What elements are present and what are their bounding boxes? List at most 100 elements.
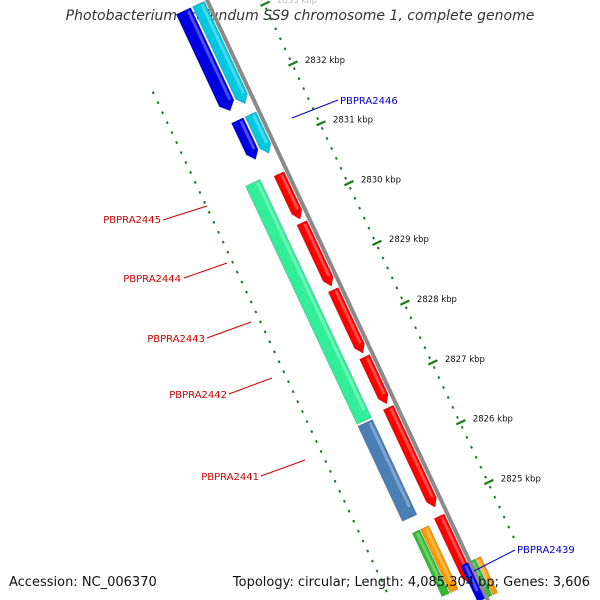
gene-label: PBPRA2445: [103, 215, 161, 226]
tick-dot: [344, 176, 348, 180]
tick-dot: [278, 37, 282, 41]
major-tick: [316, 120, 327, 127]
tick-dot: [306, 97, 310, 101]
gene-feature-forward_red: [273, 171, 303, 220]
tick-label: 2828 kbp: [417, 295, 457, 305]
gene-feature-highlight: [471, 561, 487, 589]
tick-dot-inner: [314, 439, 318, 444]
tick-dot: [414, 326, 418, 330]
tick-dot-inner: [282, 370, 286, 374]
tick-dot-inner: [319, 449, 323, 454]
tick-dot: [376, 246, 380, 250]
tick-dot-inner: [310, 429, 314, 434]
gene-feature-forward_red: [382, 404, 437, 508]
tick-label: 2830 kbp: [361, 175, 401, 185]
tick-dot: [353, 196, 357, 200]
gene-label: PBPRA2446: [340, 96, 398, 107]
tick-dot-inner: [184, 160, 188, 165]
tick-dot: [423, 346, 427, 350]
major-tick: [371, 239, 382, 246]
tick-dot-inner: [193, 180, 197, 184]
tick-dot: [302, 87, 306, 91]
tick-dot: [320, 126, 324, 131]
tick-dot-inner: [249, 300, 253, 304]
gene-feature-highlight: [477, 559, 492, 586]
tick-dot-inner: [198, 190, 202, 194]
tick-dot: [292, 67, 296, 71]
gene-feature-blue: [231, 117, 259, 160]
gene-feature-highlight: [365, 357, 386, 395]
major-tick: [343, 179, 354, 187]
tick-dot: [484, 475, 487, 479]
gene-feature-seafoam: [245, 179, 372, 425]
tick-dot-inner: [245, 290, 248, 294]
tick-dot-inner: [170, 131, 174, 135]
gene-feature-cyan: [192, 0, 248, 105]
gene-feature-highlight: [280, 174, 300, 210]
tick-dot-inner: [207, 210, 211, 214]
tick-dot: [446, 395, 450, 400]
tick-label: 2833 kbp: [277, 0, 317, 6]
tick-dot-inner: [338, 489, 342, 493]
tick-dot-inner: [259, 320, 262, 324]
tick-dot: [493, 495, 497, 499]
tick-dot: [428, 356, 431, 360]
gene-feature-highlight: [415, 532, 444, 587]
tick-dot: [381, 256, 385, 260]
major-tick: [427, 359, 438, 366]
tick-dot-inner: [301, 410, 304, 414]
tick-dot: [288, 57, 292, 61]
gene-label: PBPRA2442: [169, 390, 227, 401]
tick-label: 2827 kbp: [445, 355, 485, 365]
major-tick: [399, 299, 410, 306]
tick-dot: [451, 405, 455, 410]
tick-dot: [488, 485, 492, 489]
tick-dot: [367, 226, 371, 230]
gene-label: PBPRA2439: [517, 545, 575, 556]
tick-dot-inner: [156, 101, 160, 105]
tick-dot-inner: [347, 509, 351, 513]
tick-dot: [316, 116, 320, 121]
gene-feature-highlight: [389, 407, 434, 498]
gene-feature-green: [412, 529, 450, 597]
tick-dot-inner: [268, 340, 272, 344]
major-tick: [288, 60, 299, 67]
tick-dot-inner: [370, 559, 374, 563]
tick-dot-inner: [324, 459, 328, 463]
gene-feature-forward_red: [359, 354, 389, 405]
gene-label-leader: [183, 262, 228, 279]
gene-feature-forward_red: [327, 287, 365, 354]
tick-dot-inner: [380, 579, 384, 583]
tick-dot: [437, 376, 441, 380]
gene-label: PBPRA2443: [147, 334, 205, 345]
tick-label: 2832 kbp: [305, 56, 345, 66]
gene-feature-highlight: [334, 290, 362, 344]
tick-dot-inner: [277, 360, 281, 364]
gene-feature-orange: [475, 556, 498, 596]
tick-dot-inner: [240, 280, 244, 284]
gene-feature-forward_red: [296, 220, 334, 287]
tick-dot: [456, 415, 459, 419]
gene-feature-highlight: [368, 422, 411, 508]
tick-dot: [432, 366, 436, 370]
gene-label: PBPRA2441: [201, 472, 259, 483]
tick-dot: [460, 425, 464, 429]
tick-dot: [358, 206, 362, 210]
tick-dot: [330, 146, 334, 150]
tick-dot-inner: [231, 260, 234, 264]
gene-label-leader: [162, 205, 208, 221]
tick-dot: [390, 276, 394, 280]
accession-text: Accession: NC_006370: [9, 575, 157, 590]
gene-feature-orange: [420, 525, 459, 594]
tick-dot-inner: [217, 230, 220, 234]
tick-dot: [498, 505, 501, 509]
major-tick: [260, 0, 271, 7]
tick-dot: [404, 306, 408, 310]
gene-label-leader: [473, 549, 516, 572]
tick-dot: [409, 316, 413, 320]
tick-dot-inner: [342, 499, 346, 503]
gene-label-leader: [228, 377, 273, 395]
gene-label-leader: [291, 99, 339, 119]
tick-dot: [348, 186, 352, 190]
